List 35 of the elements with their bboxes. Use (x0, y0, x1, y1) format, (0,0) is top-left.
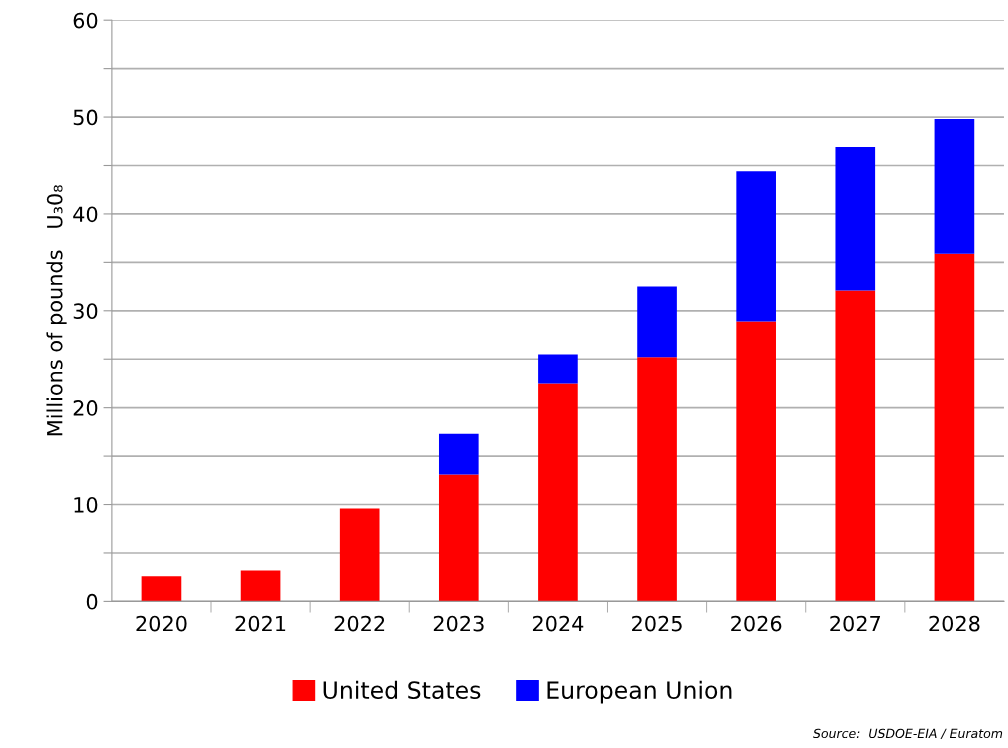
bar (240, 570, 281, 602)
legend-label: United States (323, 680, 481, 700)
x-tick-label: 2023 (433, 615, 484, 632)
y-tick-label: 60 (73, 12, 98, 29)
y-tick-label: 40 (73, 206, 98, 223)
bar (835, 290, 876, 602)
bar (438, 433, 479, 475)
bar (736, 321, 776, 602)
x-tick-label: 2024 (532, 615, 584, 632)
x-tick-label: 2027 (830, 615, 881, 632)
y-tick-label: 20 (73, 400, 98, 416)
bar (934, 119, 975, 254)
y-tick-label: 30 (73, 303, 98, 320)
x-tick-label: 2026 (731, 615, 782, 632)
y-tick-label: 0 (86, 593, 98, 610)
bar (736, 171, 776, 322)
bar (934, 253, 975, 602)
y-tick-label: 50 (73, 109, 98, 126)
bar (538, 354, 578, 384)
bar (835, 147, 876, 291)
x-tick-label: 2028 (929, 615, 980, 632)
source-note: Source: USDOE-EIA / Euratom (813, 728, 1003, 740)
bar (538, 383, 578, 602)
y-tick-label: 10 (74, 496, 98, 513)
x-tick-label: 2025 (632, 615, 682, 632)
bar (141, 576, 182, 602)
legend-label: European Union (547, 680, 732, 704)
bar (637, 357, 677, 602)
x-tick-label: 2020 (136, 615, 187, 632)
y-axis-title: Millions of pounds U₃0₈ (46, 185, 67, 436)
bar (339, 508, 380, 602)
bar (438, 474, 479, 602)
bar (637, 286, 677, 358)
x-tick-label: 2022 (334, 615, 385, 632)
x-tick-label: 2021 (235, 615, 286, 632)
